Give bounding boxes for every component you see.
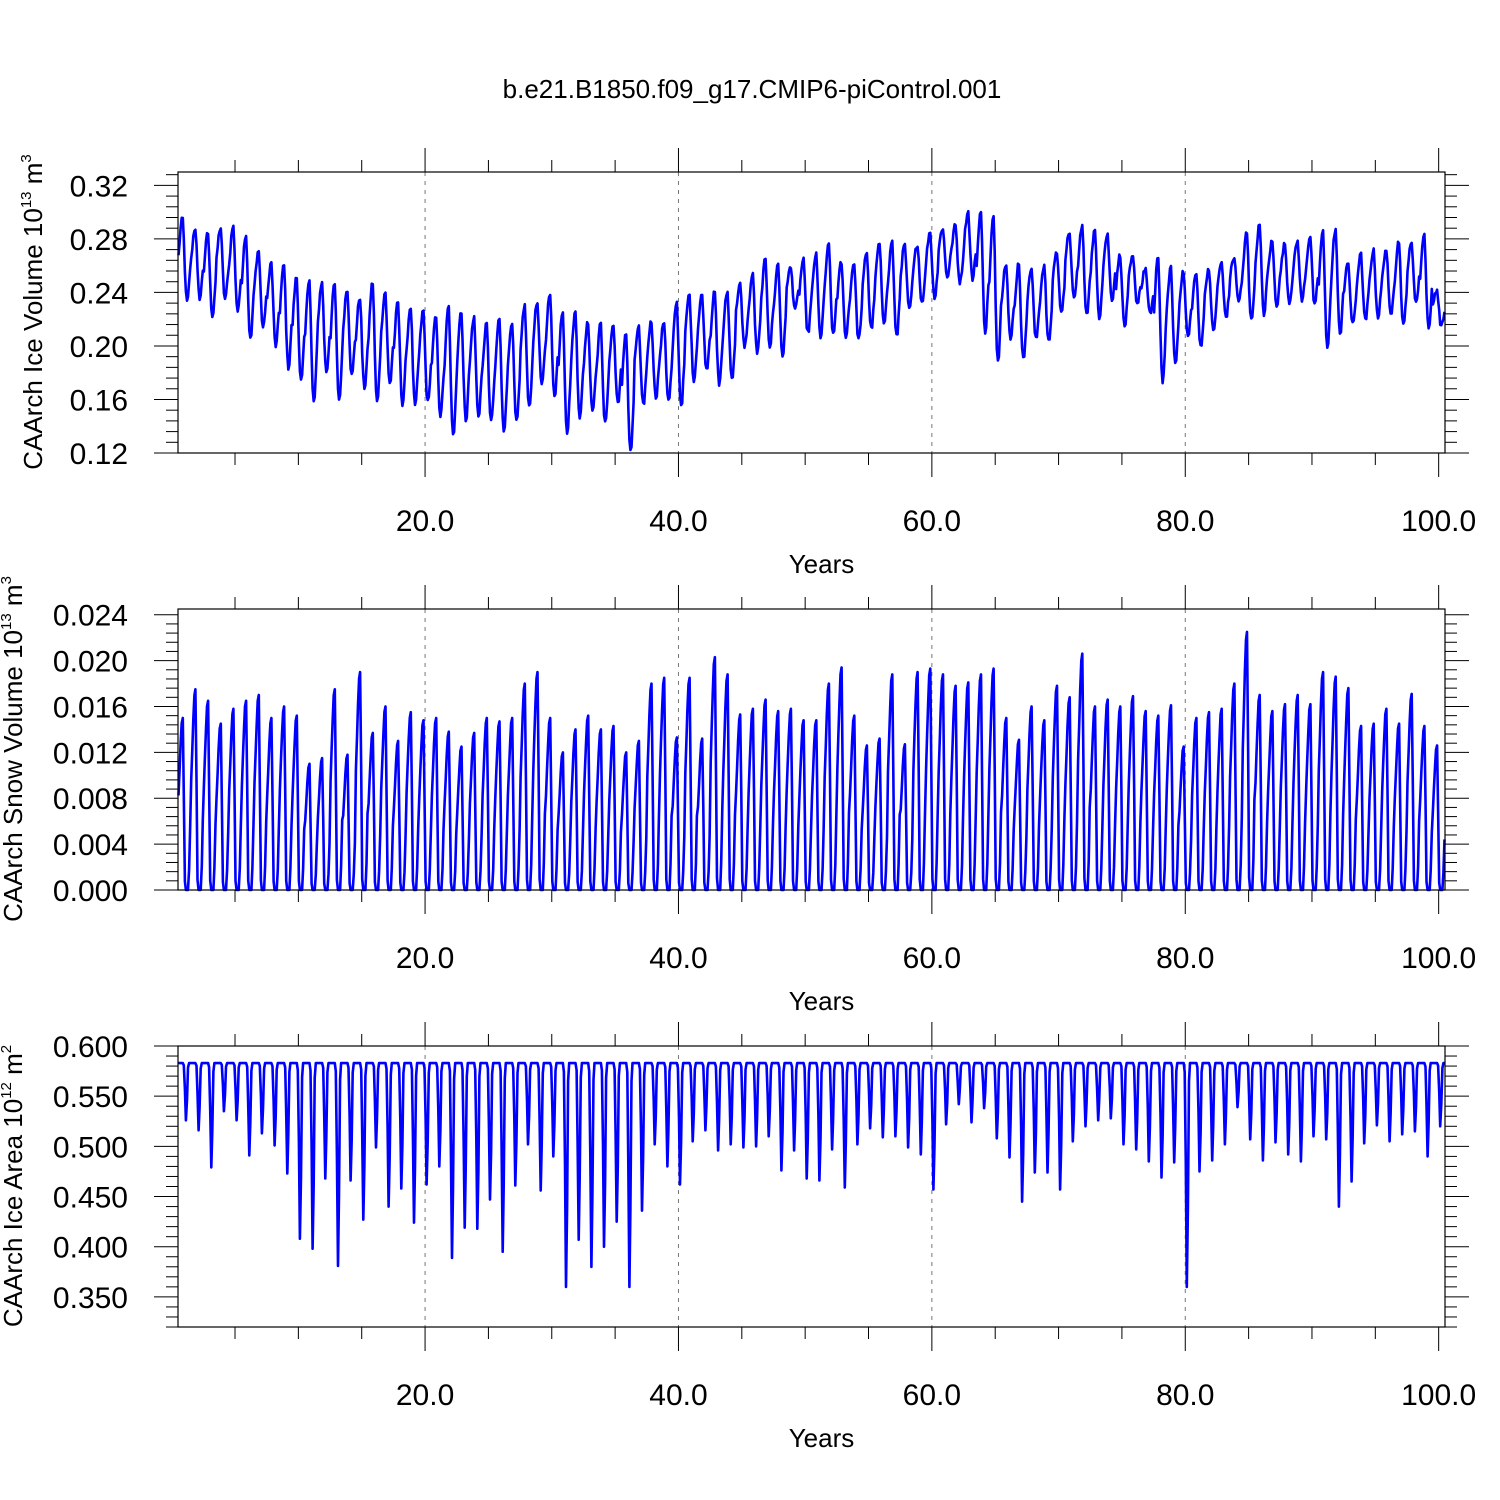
y-tick-label: 0.20 xyxy=(70,331,128,364)
panel-ice-volume: 20.0 40.0 60.0 80.0 100.0 Years 0.12 0.16 0.20 0.… xyxy=(18,148,1476,579)
x-tick-label: 60.0 xyxy=(903,505,961,538)
x-tick-label: 20.0 xyxy=(396,1379,454,1412)
y-tick-label: 0.28 xyxy=(70,224,128,257)
y-tick-label: 0.350 xyxy=(53,1282,128,1315)
x-axis-title: Years xyxy=(789,549,855,579)
y-tick-label: 0.004 xyxy=(53,829,128,862)
x-tick-label: 100.0 xyxy=(1401,942,1476,975)
y-axis-title: CAArch Snow Volume 1013 m3 xyxy=(0,576,28,922)
x-tick-label: 40.0 xyxy=(649,1379,707,1412)
series-line xyxy=(177,209,1446,452)
x-tick-label: 60.0 xyxy=(903,942,961,975)
x-tick-label: 100.0 xyxy=(1401,1379,1476,1412)
page-title: b.e21.B1850.f09_g17.CMIP6-piControl.001 xyxy=(503,74,1002,104)
x-tick-label: 60.0 xyxy=(903,1379,961,1412)
plot-frame xyxy=(177,1045,1446,1328)
plot-frame xyxy=(177,171,1446,454)
y-tick-label: 0.24 xyxy=(70,277,128,310)
y-tick-label: 0.016 xyxy=(53,691,128,724)
series-line xyxy=(177,630,1446,892)
x-axis-title: Years xyxy=(789,1423,855,1453)
y-tick-label: 0.600 xyxy=(53,1031,128,1064)
y-tick-label: 0.012 xyxy=(53,737,128,770)
y-axis-title: CAArch Ice Area 1012 m2 xyxy=(0,1045,28,1327)
x-tick-label: 20.0 xyxy=(396,942,454,975)
x-axis-title: Years xyxy=(789,986,855,1016)
y-tick-label: 0.000 xyxy=(53,875,128,908)
series-line xyxy=(178,1061,1445,1289)
x-tick-label: 80.0 xyxy=(1156,942,1214,975)
y-tick-label: 0.020 xyxy=(53,646,128,679)
y-tick-label: 0.32 xyxy=(70,170,128,203)
y-axis-title: CAArch Ice Volume 1013 m3 xyxy=(18,154,48,470)
y-tick-label: 0.400 xyxy=(53,1232,128,1265)
y-tick-label: 0.024 xyxy=(53,600,128,633)
y-tick-label: 0.450 xyxy=(53,1182,128,1215)
panel-ice-area: 20.0 40.0 60.0 80.0 100.0 Years 0.350 0.400 0.45… xyxy=(0,1022,1476,1453)
x-tick-label: 80.0 xyxy=(1156,505,1214,538)
x-tick-label: 40.0 xyxy=(649,505,707,538)
y-tick-label: 0.16 xyxy=(70,384,128,417)
x-tick-label: 40.0 xyxy=(649,942,707,975)
x-tick-label: 20.0 xyxy=(396,505,454,538)
y-tick-label: 0.500 xyxy=(53,1131,128,1164)
y-tick-label: 0.550 xyxy=(53,1081,128,1114)
plot-frame xyxy=(177,608,1446,891)
panel-snow-volume: 20.0 40.0 60.0 80.0 100.0 Years 0.000 0.004 0.00… xyxy=(0,576,1476,1016)
x-tick-label: 100.0 xyxy=(1401,505,1476,538)
x-tick-label: 80.0 xyxy=(1156,1379,1214,1412)
y-tick-label: 0.12 xyxy=(70,438,128,471)
y-tick-label: 0.008 xyxy=(53,783,128,816)
